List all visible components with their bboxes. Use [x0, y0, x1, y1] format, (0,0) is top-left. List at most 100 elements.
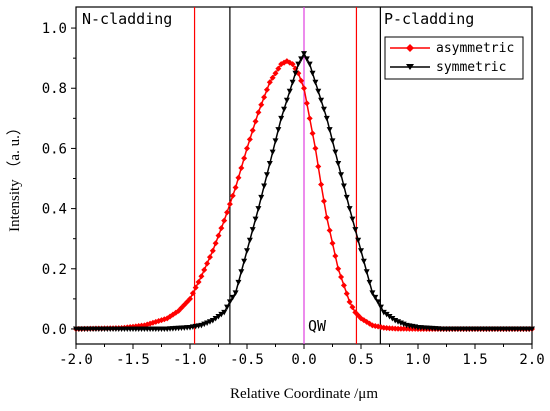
legend-marker-asymmetric	[406, 44, 414, 52]
data-point	[269, 74, 276, 81]
data-point	[332, 149, 339, 156]
data-point	[261, 183, 268, 190]
data-point	[241, 258, 248, 265]
data-point	[229, 294, 236, 301]
y-axis-ticks: 0.0 0.2 0.4 0.6 0.8 1.0	[42, 21, 76, 338]
data-point	[312, 79, 319, 86]
data-point	[266, 160, 273, 167]
data-point	[303, 100, 310, 107]
data-point	[369, 290, 376, 296]
data-point	[198, 273, 205, 280]
data-point	[212, 240, 219, 247]
data-point	[329, 240, 336, 247]
data-point	[192, 284, 199, 291]
data-point	[298, 56, 305, 62]
legend: asymmetric symmetric	[384, 36, 524, 80]
data-point	[352, 227, 359, 233]
data-point	[283, 97, 290, 104]
y-tick-label: 0.6	[42, 141, 67, 157]
y-axis-title: Intensity （a. u.）	[6, 120, 23, 232]
data-point	[323, 115, 330, 122]
data-point	[309, 70, 316, 77]
y-tick-label: 0.0	[42, 322, 67, 338]
data-point	[209, 247, 216, 254]
x-axis-title: Relative Coordinate /μm	[230, 386, 378, 402]
data-point	[315, 163, 322, 170]
data-point	[318, 97, 325, 104]
data-point	[258, 194, 265, 201]
data-point	[529, 326, 535, 332]
data-point	[332, 252, 339, 259]
data-point	[298, 77, 305, 84]
data-point	[269, 149, 276, 156]
data-point	[215, 232, 222, 239]
data-point	[209, 318, 216, 324]
data-point	[275, 65, 282, 72]
data-point	[266, 79, 273, 86]
data-point	[343, 290, 350, 297]
data-point	[261, 94, 268, 101]
legend-label-asymmetric: asymmetric	[436, 41, 514, 56]
x-tick-label: 1.5	[462, 352, 487, 368]
data-point	[363, 269, 370, 275]
data-point	[249, 227, 256, 233]
data-point	[286, 88, 293, 95]
x-tick-label: 1.0	[405, 352, 430, 368]
data-point	[201, 266, 208, 273]
legend-label-symmetric: symmetric	[436, 60, 506, 75]
data-point	[312, 145, 319, 152]
data-point	[232, 184, 239, 191]
y-tick-label: 0.4	[42, 202, 67, 218]
data-point	[241, 155, 248, 162]
data-point	[358, 248, 364, 254]
data-point	[232, 290, 239, 296]
x-axis-ticks: -2.0 -1.5 -1.0 -0.5 0.0 0.5 1.0 1.5 2.0	[59, 344, 545, 368]
data-point	[212, 315, 219, 322]
data-point	[263, 172, 270, 178]
x-tick-label: -0.5	[230, 352, 264, 368]
data-point	[252, 216, 259, 223]
data-point	[329, 138, 336, 144]
data-point	[272, 138, 279, 144]
data-point	[195, 278, 202, 285]
n-cladding-label: N-cladding	[82, 10, 172, 28]
data-point	[281, 106, 288, 113]
data-point	[372, 294, 379, 301]
x-tick-label: -1.0	[173, 352, 207, 368]
data-point	[366, 279, 373, 286]
data-point	[389, 315, 396, 322]
data-point	[309, 130, 316, 137]
data-point	[224, 209, 231, 216]
data-point	[246, 237, 253, 244]
data-point	[275, 127, 282, 133]
data-point	[320, 106, 327, 113]
x-tick-label: 0.5	[348, 352, 373, 368]
data-point	[383, 311, 390, 318]
x-tick-label: -1.5	[116, 352, 150, 368]
data-point	[187, 295, 193, 302]
data-point	[292, 70, 299, 77]
data-point	[375, 299, 382, 305]
data-point	[238, 164, 245, 171]
data-point	[226, 201, 233, 208]
data-point	[244, 145, 250, 152]
y-tick-label: 0.2	[42, 262, 67, 278]
data-point	[360, 258, 367, 265]
x-tick-label: -2.0	[59, 352, 93, 368]
data-point	[289, 61, 296, 68]
data-point	[235, 279, 242, 286]
data-point	[246, 136, 253, 143]
data-point	[238, 269, 245, 275]
data-point	[301, 85, 307, 92]
data-point	[318, 181, 325, 188]
data-point	[326, 227, 333, 234]
data-point	[355, 237, 362, 244]
data-point	[343, 194, 350, 201]
y-tick-label: 1.0	[42, 21, 67, 37]
data-point	[323, 214, 330, 221]
data-point	[326, 127, 333, 133]
legend-marker-symmetric	[406, 64, 414, 70]
data-point	[303, 56, 310, 62]
data-point	[218, 225, 225, 232]
data-point	[377, 304, 384, 311]
